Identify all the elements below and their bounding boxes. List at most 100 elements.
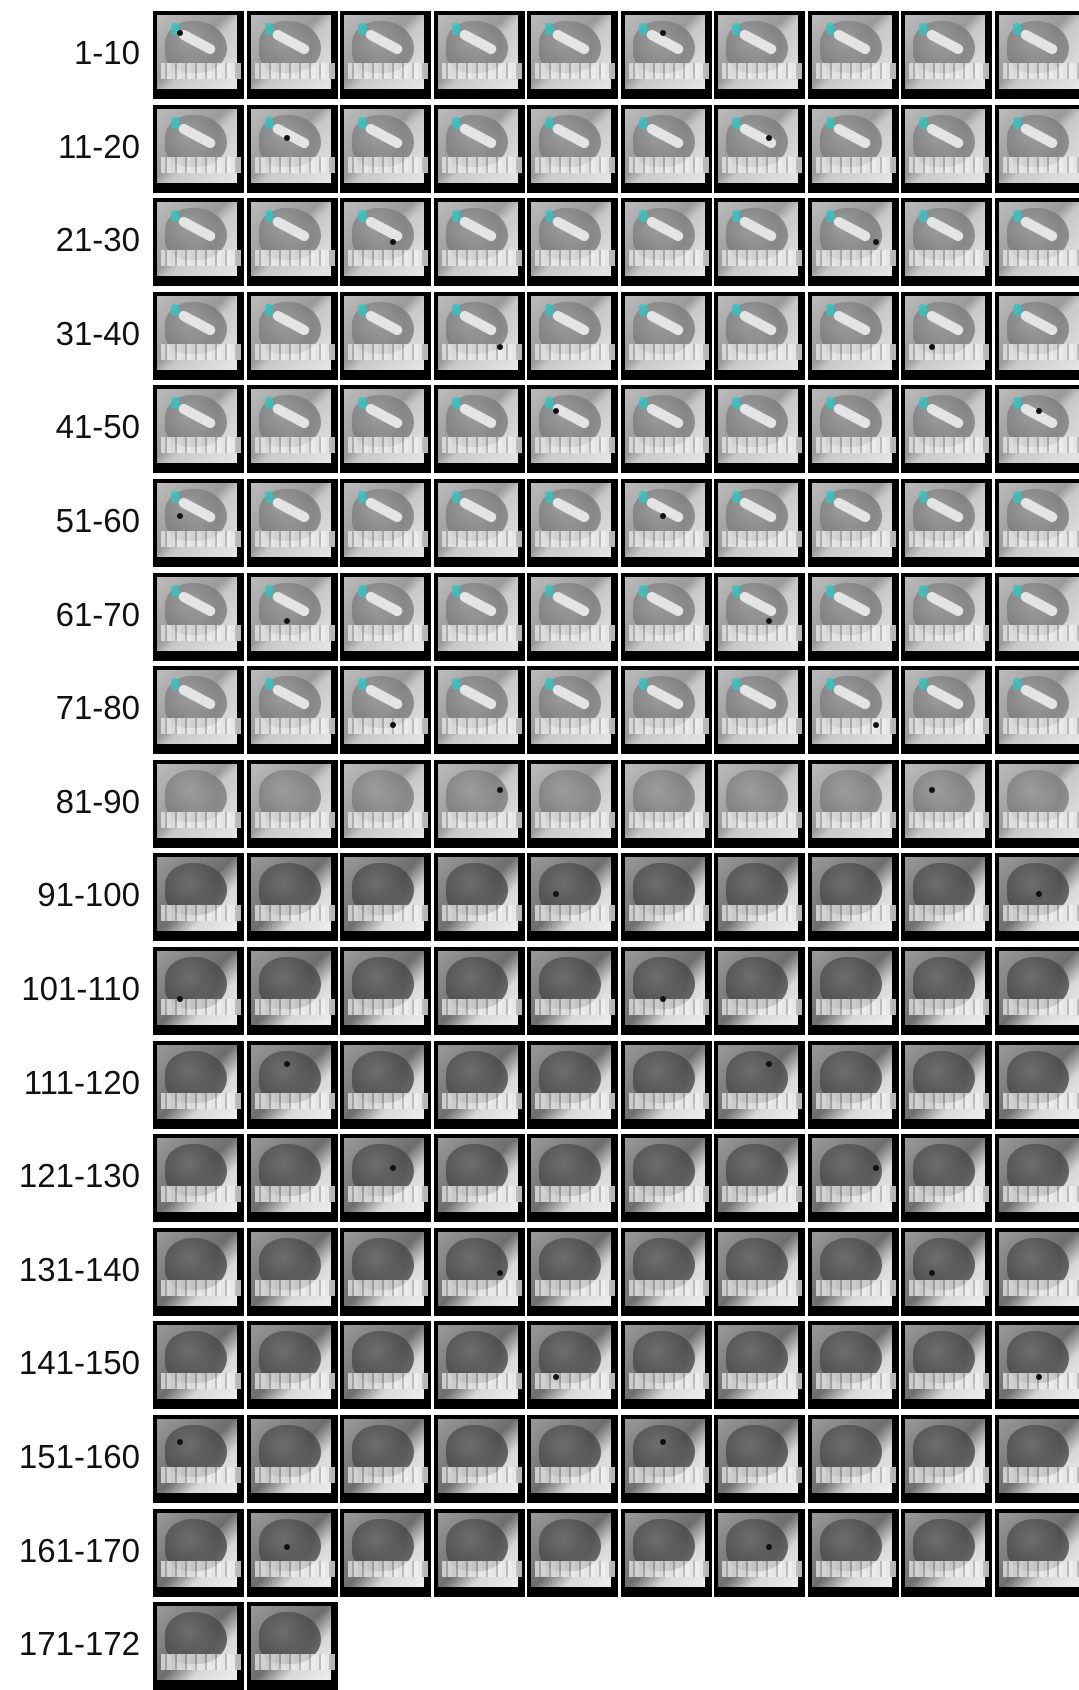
- section-thumbnail: [808, 105, 899, 193]
- section-image: [251, 764, 331, 838]
- section-thumbnail: [247, 573, 338, 661]
- section-image: [344, 15, 424, 89]
- section-thumbnail: [527, 853, 618, 941]
- debris-region: [1003, 1186, 1079, 1202]
- cyan-annotation: [1013, 491, 1021, 503]
- section-image: [999, 951, 1079, 1025]
- section-image: [812, 109, 892, 183]
- cyan-annotation: [452, 397, 460, 409]
- dark-spot: [873, 1165, 879, 1171]
- section-thumbnail: [808, 198, 899, 286]
- debris-region: [909, 905, 989, 921]
- row-label: 41-50: [0, 407, 140, 447]
- section-image: [999, 857, 1079, 931]
- section-thumbnail: [527, 1041, 618, 1129]
- section-image: [531, 483, 611, 557]
- section-image: [905, 483, 985, 557]
- section-image: [812, 857, 892, 931]
- debris-region: [1003, 437, 1079, 453]
- debris-region: [909, 625, 989, 641]
- section-image: [438, 109, 518, 183]
- section-thumbnail: [153, 853, 244, 941]
- cyan-annotation: [826, 397, 834, 409]
- section-thumbnail: [527, 105, 618, 193]
- cyan-annotation: [171, 117, 179, 129]
- section-image: [438, 1138, 518, 1212]
- section-thumbnail: [901, 385, 992, 473]
- debris-region: [722, 905, 802, 921]
- section-thumbnail: [434, 760, 525, 848]
- debris-region: [442, 999, 522, 1015]
- section-thumbnail: [901, 1321, 992, 1409]
- section-thumbnail: [340, 1041, 431, 1129]
- debris-region: [629, 344, 709, 360]
- debris-region: [348, 625, 428, 641]
- debris-region: [161, 531, 241, 547]
- debris-region: [722, 63, 802, 79]
- debris-region: [816, 63, 896, 79]
- debris-region: [629, 1561, 709, 1577]
- debris-region: [1003, 1467, 1079, 1483]
- debris-region: [161, 625, 241, 641]
- section-image: [905, 1045, 985, 1119]
- debris-region: [442, 1373, 522, 1389]
- dark-spot: [660, 513, 666, 519]
- cyan-annotation: [171, 210, 179, 222]
- section-thumbnail: [247, 11, 338, 99]
- section-image: [812, 1045, 892, 1119]
- section-image: [812, 483, 892, 557]
- dark-spot: [497, 344, 503, 350]
- section-image: [905, 577, 985, 651]
- section-thumbnail: [901, 1041, 992, 1129]
- debris-region: [629, 1093, 709, 1109]
- section-image: [438, 389, 518, 463]
- cyan-annotation: [826, 585, 834, 597]
- debris-region: [722, 625, 802, 641]
- dark-spot: [766, 1544, 772, 1550]
- dark-spot: [873, 722, 879, 728]
- section-image: [157, 109, 237, 183]
- section-image: [531, 1513, 611, 1587]
- section-thumbnail: [621, 666, 712, 754]
- section-thumbnail: [153, 1321, 244, 1409]
- debris-region: [909, 1186, 989, 1202]
- section-image: [718, 389, 798, 463]
- debris-region: [161, 905, 241, 921]
- debris-region: [161, 1186, 241, 1202]
- cyan-annotation: [358, 585, 366, 597]
- debris-region: [629, 812, 709, 828]
- dark-spot: [284, 135, 290, 141]
- cyan-annotation: [358, 210, 366, 222]
- section-image: [999, 764, 1079, 838]
- debris-region: [722, 1280, 802, 1296]
- section-image: [251, 577, 331, 651]
- section-image: [625, 109, 705, 183]
- section-thumbnail: [340, 292, 431, 380]
- row-label: 81-90: [0, 782, 140, 822]
- section-image: [438, 764, 518, 838]
- dark-spot: [766, 618, 772, 624]
- section-thumbnail: [621, 853, 712, 941]
- debris-region: [1003, 1561, 1079, 1577]
- section-image: [251, 1419, 331, 1493]
- debris-region: [1003, 999, 1079, 1015]
- section-thumbnail: [901, 947, 992, 1035]
- debris-region: [722, 1561, 802, 1577]
- section-image: [718, 1419, 798, 1493]
- debris-region: [629, 531, 709, 547]
- dark-spot: [766, 135, 772, 141]
- debris-region: [909, 63, 989, 79]
- debris-region: [348, 718, 428, 734]
- section-thumbnail: [808, 947, 899, 1035]
- dark-spot: [766, 1061, 772, 1067]
- debris-region: [629, 1373, 709, 1389]
- section-thumbnail: [621, 1509, 712, 1597]
- row-label: 151-160: [0, 1437, 140, 1477]
- section-image: [251, 1513, 331, 1587]
- debris-region: [442, 437, 522, 453]
- section-thumbnail: [153, 1041, 244, 1129]
- section-image: [999, 1513, 1079, 1587]
- dark-spot: [497, 787, 503, 793]
- cyan-annotation: [545, 397, 553, 409]
